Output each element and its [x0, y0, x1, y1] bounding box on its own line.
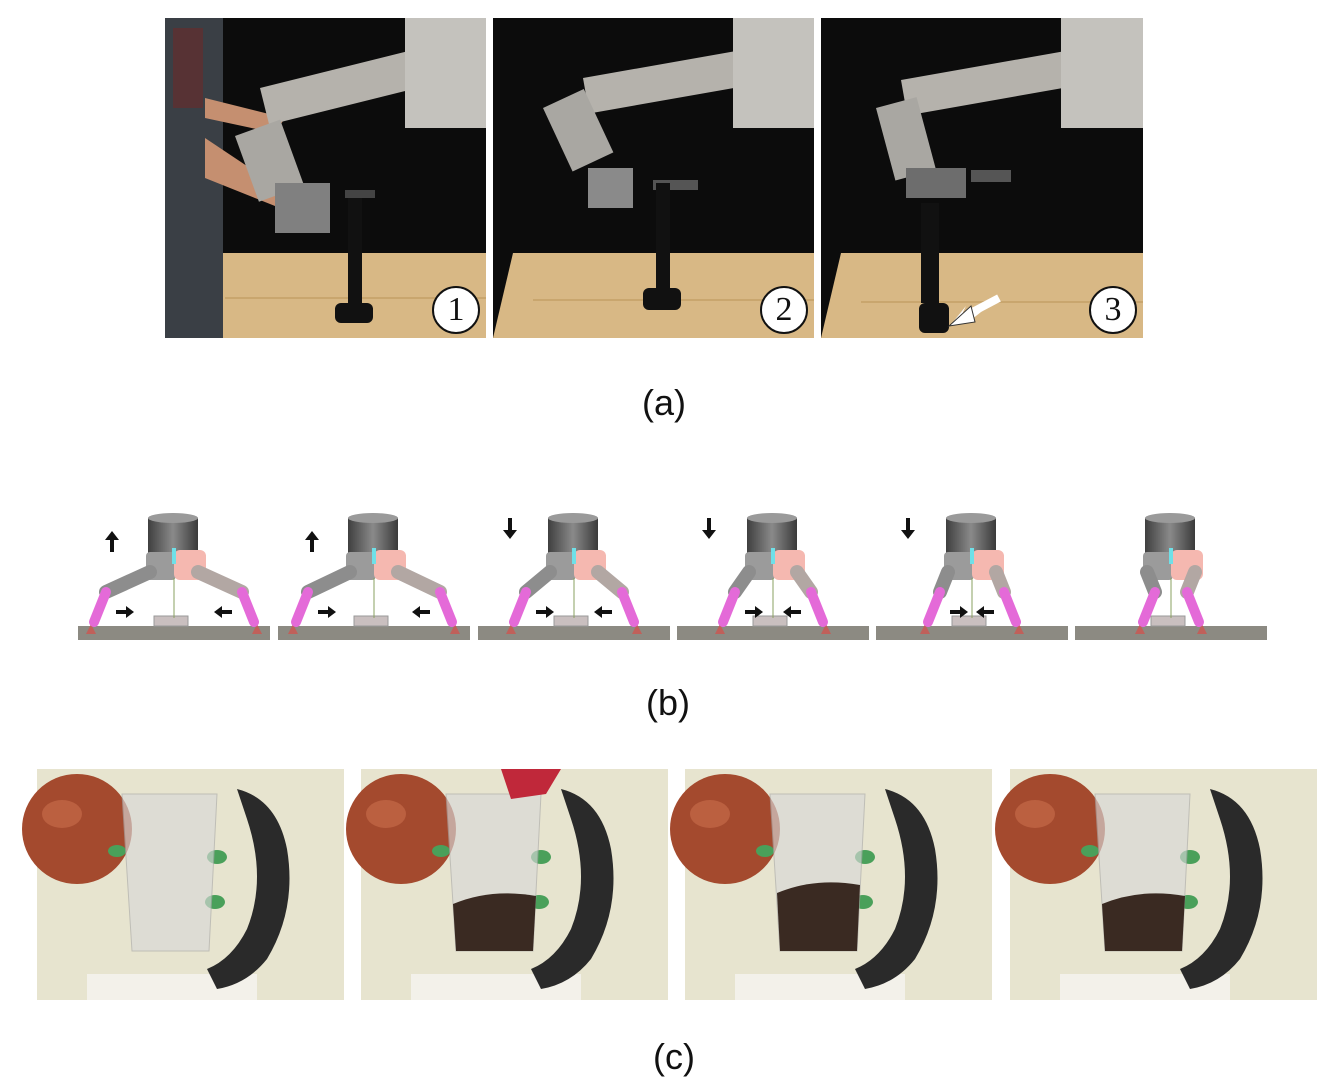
gripper-frame: [677, 513, 869, 640]
caption-b: (b): [646, 682, 690, 723]
step-number-2: 2: [760, 286, 808, 334]
gripper-frame: [278, 513, 470, 640]
gripper-frame: [1075, 513, 1267, 640]
step-number-1: 1: [432, 286, 480, 334]
caption-c: (c): [653, 1036, 695, 1077]
gripper-frame: [78, 513, 270, 640]
step-number-3: 3: [1089, 286, 1137, 334]
caption-a: (a): [642, 382, 686, 423]
photo-a3: 3: [821, 18, 1143, 338]
pouring-frame: [670, 769, 992, 1000]
gripper-frame: [876, 513, 1068, 640]
pouring-frame: [995, 769, 1317, 1000]
pouring-sequence: [22, 769, 1317, 1000]
gripper-frame: [478, 513, 670, 640]
pouring-frame: [346, 769, 668, 1000]
gripper-sequence: [78, 513, 1267, 640]
pouring-frame: [22, 769, 344, 1000]
photo-a2: 2: [493, 18, 814, 338]
photo-a1: 1: [165, 18, 486, 338]
